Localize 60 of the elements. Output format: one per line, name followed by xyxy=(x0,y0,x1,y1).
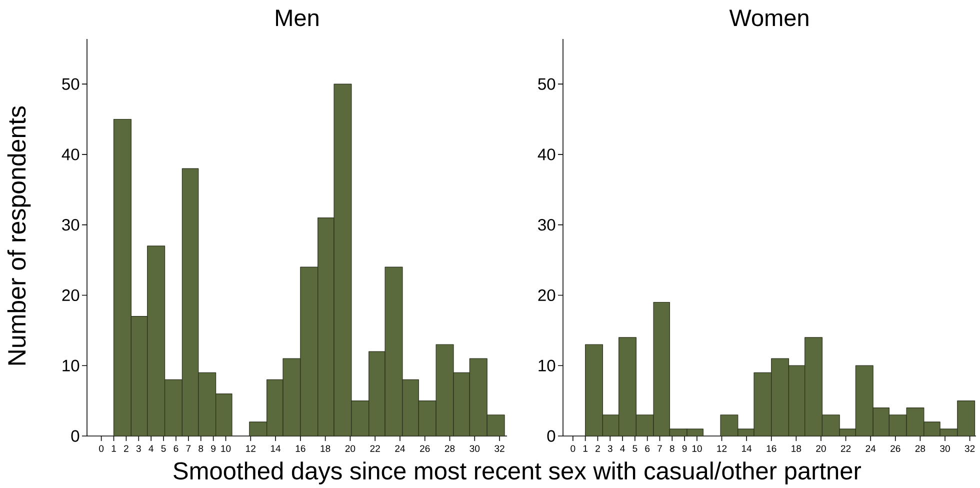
x-tick-label: 10 xyxy=(221,445,231,452)
x-tick-label: 18 xyxy=(320,445,330,452)
x-tick-label: 2 xyxy=(124,445,128,452)
x-tick-label: 9 xyxy=(682,445,687,452)
x-tick-label: 3 xyxy=(136,445,141,452)
x-tick-label: 22 xyxy=(370,445,380,452)
y-tick-label: 20 xyxy=(62,289,80,302)
x-tick-label: 30 xyxy=(470,445,480,452)
y-tick-label: 50 xyxy=(62,78,80,90)
chart-title: Women xyxy=(729,10,808,26)
x-tick-label: 9 xyxy=(211,445,216,452)
x-tick-label: 28 xyxy=(915,445,926,452)
x-tick-label: 24 xyxy=(866,445,876,452)
x-tick-label: 5 xyxy=(632,445,638,452)
x-axis-title: Smoothed days since most recent sex with casual/other partner xyxy=(174,462,862,484)
x-tick-label: 8 xyxy=(670,445,674,452)
y-tick-label: 10 xyxy=(62,360,80,372)
x-tick-label: 1 xyxy=(583,445,588,452)
x-tick-label: 10 xyxy=(692,445,702,452)
y-tick-label: 40 xyxy=(538,148,556,160)
x-tick-label: 26 xyxy=(420,445,430,452)
x-tick-label: 16 xyxy=(766,445,776,452)
x-tick-label: 4 xyxy=(148,445,154,452)
x-tick-label: 22 xyxy=(840,445,851,452)
x-tick-label: 32 xyxy=(494,445,504,452)
x-tick-label: 0 xyxy=(570,445,576,452)
y-tick-label: 50 xyxy=(538,78,556,90)
chart-title: Men xyxy=(276,10,318,26)
x-tick-label: 20 xyxy=(345,445,356,452)
x-tick-label: 6 xyxy=(645,445,650,452)
x-tick-label: 2 xyxy=(596,445,600,452)
x-tick-label: 3 xyxy=(608,445,612,452)
x-tick-label: 32 xyxy=(964,445,975,452)
x-tick-label: 12 xyxy=(717,445,727,452)
y-tick-label: 20 xyxy=(538,289,556,302)
x-tick-label: 20 xyxy=(816,445,826,452)
x-tick-label: 18 xyxy=(792,445,802,452)
y-tick-label: 0 xyxy=(71,430,80,442)
x-tick-label: 24 xyxy=(395,445,405,452)
x-tick-label: 14 xyxy=(270,445,281,452)
x-tick-label: 16 xyxy=(296,445,306,452)
y-tick-label: 40 xyxy=(62,148,80,160)
x-tick-label: 0 xyxy=(99,445,104,452)
x-tick-label: 7 xyxy=(658,445,662,452)
x-tick-label: 6 xyxy=(174,445,178,452)
y-tick-label: 0 xyxy=(547,430,556,442)
y-tick-label: 10 xyxy=(538,360,556,372)
x-tick-label: 1 xyxy=(112,445,116,452)
x-tick-label: 12 xyxy=(246,445,256,452)
x-tick-label: 5 xyxy=(161,445,166,452)
y-axis-title: Number of respondents xyxy=(7,106,31,365)
x-tick-label: 14 xyxy=(742,445,752,452)
y-tick-label: 30 xyxy=(62,218,80,231)
x-tick-label: 26 xyxy=(890,445,900,452)
x-tick-label: 4 xyxy=(620,445,625,452)
y-tick-label: 30 xyxy=(538,218,556,231)
x-tick-label: 7 xyxy=(186,445,191,452)
x-tick-label: 28 xyxy=(444,445,455,452)
x-tick-label: 30 xyxy=(940,445,950,452)
x-tick-label: 8 xyxy=(198,445,204,452)
